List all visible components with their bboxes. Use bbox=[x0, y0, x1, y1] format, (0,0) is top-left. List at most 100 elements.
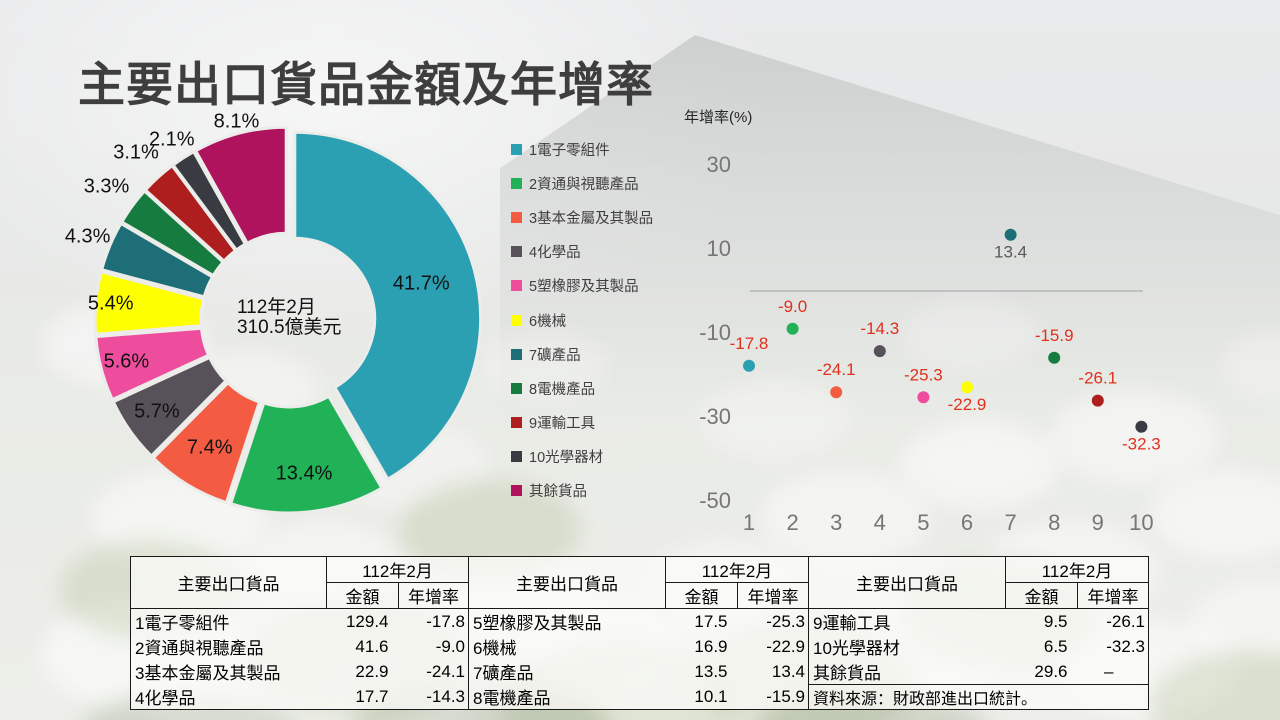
legend-item: 其餘貨品 bbox=[511, 474, 653, 508]
table-cell-name: 6機械 bbox=[473, 639, 517, 658]
y-axis-tick: 10 bbox=[707, 236, 731, 261]
donut-slice bbox=[100, 222, 214, 299]
donut-percent-label: 8.1% bbox=[213, 110, 260, 133]
legend-item: 6機械 bbox=[511, 303, 653, 337]
page-title: 主要出口貨品金額及年增率 bbox=[78, 58, 654, 111]
table-cell-yoy: -22.9 bbox=[766, 636, 805, 656]
table-cell-yoy: -14.3 bbox=[426, 686, 465, 706]
donut-slice bbox=[293, 130, 483, 481]
legend-item: 7礦產品 bbox=[511, 337, 653, 371]
donut-percent-label: 3.3% bbox=[83, 175, 130, 198]
table-header-period: 112年2月 bbox=[326, 556, 469, 583]
x-axis-tick: 2 bbox=[786, 510, 798, 535]
table-cell-name: 5塑橡膠及其製品 bbox=[473, 614, 602, 633]
scatter-point-label: -15.9 bbox=[1035, 326, 1074, 345]
table-row: 7礦產品 13.5 13.4 bbox=[469, 659, 809, 684]
x-axis-tick: 4 bbox=[874, 510, 886, 535]
scatter-chart: 年增率(%) 30 10 -10 -30 -50 1 2 3 4 5 6 7 8 9 10 -17.8 -9.0… bbox=[680, 90, 1260, 550]
scatter-point bbox=[917, 391, 930, 404]
table-cell-yoy: -17.8 bbox=[426, 611, 465, 631]
scatter-point bbox=[830, 386, 843, 399]
legend-swatch bbox=[511, 382, 522, 394]
scatter-point-label: -24.1 bbox=[817, 360, 856, 379]
flower-blob bbox=[480, 330, 610, 400]
table-header-category: 主要出口貨品 bbox=[468, 556, 666, 609]
x-axis-tick: 7 bbox=[1004, 510, 1016, 535]
scatter-point bbox=[1004, 228, 1017, 241]
donut-slice bbox=[194, 125, 288, 245]
donut-slice bbox=[151, 381, 261, 505]
table-cell-yoy: – bbox=[1104, 661, 1114, 681]
legend-swatch bbox=[511, 280, 522, 292]
donut-slice bbox=[111, 356, 228, 458]
donut-slice bbox=[229, 394, 384, 515]
scatter-point bbox=[786, 322, 799, 335]
legend-item: 4化學品 bbox=[511, 235, 653, 269]
export-table-2: 主要出口貨品 112年2月 金額 年增率 5塑橡膠及其製品 17.5 -25.3 6機… bbox=[468, 556, 809, 710]
x-axis-tick: 6 bbox=[961, 510, 973, 535]
scatter-point bbox=[1091, 394, 1104, 407]
legend-item: 1電子零組件 bbox=[511, 132, 653, 166]
legend-label: 2資通與視聽產品 bbox=[529, 176, 639, 193]
donut-center-label: 112年2月 310.5億美元 bbox=[237, 298, 342, 338]
table-row: 2資通與視聽產品 41.6 -9.0 bbox=[131, 634, 469, 659]
flower-blob bbox=[1050, 390, 1220, 485]
table-cell-name: 1電子零組件 bbox=[135, 614, 230, 633]
table-row: 其餘貨品 29.6 – bbox=[809, 659, 1149, 685]
scatter-point-label: 13.4 bbox=[994, 243, 1027, 262]
table-row: 9運輸工具 9.5 -26.1 bbox=[809, 609, 1149, 635]
donut-slice bbox=[93, 270, 206, 336]
legend-label: 5塑橡膠及其製品 bbox=[529, 279, 639, 296]
table-cell-yoy: 13.4 bbox=[771, 661, 805, 681]
scatter-point bbox=[1135, 420, 1148, 433]
table-header-yoy: 年增率 bbox=[1077, 582, 1149, 609]
legend-label: 10光學器材 bbox=[529, 450, 604, 467]
legend-swatch bbox=[511, 314, 522, 326]
donut-center-period: 112年2月 bbox=[237, 297, 316, 318]
donut-center-total: 310.5億美元 bbox=[237, 317, 342, 338]
donut-percent-label: 5.6% bbox=[103, 350, 150, 373]
donut-slice bbox=[94, 326, 211, 402]
x-axis-tick: 9 bbox=[1092, 510, 1104, 535]
legend-swatch bbox=[511, 246, 522, 258]
donut-percent-label: 5.7% bbox=[134, 400, 180, 423]
flower-blob bbox=[760, 470, 930, 565]
legend-label: 8電機產品 bbox=[529, 381, 596, 398]
x-axis-tick: 5 bbox=[917, 510, 929, 535]
legend-swatch bbox=[511, 211, 522, 223]
table-row: 6機械 16.9 -22.9 bbox=[469, 634, 809, 659]
scatter-point-label: -9.0 bbox=[778, 297, 807, 316]
scatter-axis-title: 年增率(%) bbox=[684, 109, 753, 126]
table-cell-amount: 13.5 bbox=[694, 661, 728, 681]
table-header-category: 主要出口貨品 bbox=[130, 556, 327, 609]
chart-legend: 1電子零組件 2資通與視聽產品 3基本金屬及其製品 4化學品 5塑橡膠及其製品 6機械 7礦… bbox=[511, 132, 653, 508]
table-cell-name: 9運輸工具 bbox=[813, 614, 891, 633]
donut-percent-label: 4.3% bbox=[64, 225, 111, 248]
export-table-3: 主要出口貨品 112年2月 金額 年增率 9運輸工具 9.5 -26.1 10光學器材… bbox=[808, 556, 1149, 710]
table-cell-amount: 17.5 bbox=[694, 611, 728, 631]
table-header-amount: 金額 bbox=[326, 582, 399, 609]
table-cell-amount: 10.1 bbox=[694, 686, 728, 706]
scatter-point-label: -14.3 bbox=[860, 319, 899, 338]
table-cell-yoy: -9.0 bbox=[435, 636, 465, 656]
scatter-point-label: -22.9 bbox=[948, 395, 987, 414]
table-row: 10光學器材 6.5 -32.3 bbox=[809, 634, 1149, 659]
table-cell-name: 2資通與視聽產品 bbox=[135, 639, 264, 658]
legend-label: 6機械 bbox=[529, 313, 567, 330]
legend-label: 其餘貨品 bbox=[529, 484, 587, 501]
legend-swatch bbox=[511, 417, 522, 429]
table-cell-name: 8電機產品 bbox=[473, 689, 551, 708]
donut-percent-label: 3.1% bbox=[113, 141, 159, 164]
table-cell-yoy: -26.1 bbox=[1106, 611, 1145, 631]
legend-swatch bbox=[511, 177, 522, 189]
source-note: 資料來源：財政部進出口統計。 bbox=[808, 684, 1149, 710]
table-row: 5塑橡膠及其製品 17.5 -25.3 bbox=[469, 609, 809, 635]
donut-chart: 41.7% 13.4% 7.4% 5.7% 5.6% 5.4% 4.3% 3.3% 3.1% 2.… bbox=[48, 80, 528, 560]
table-header-period: 112年2月 bbox=[1005, 556, 1149, 583]
legend-label: 3基本金屬及其製品 bbox=[529, 210, 654, 227]
x-axis-tick: 1 bbox=[743, 510, 755, 535]
table-cell-amount: 6.5 bbox=[1043, 636, 1068, 656]
scatter-point-label: -26.1 bbox=[1078, 369, 1117, 388]
donut-percent-label: 7.4% bbox=[186, 436, 233, 459]
scatter-point-label: -32.3 bbox=[1122, 435, 1161, 454]
